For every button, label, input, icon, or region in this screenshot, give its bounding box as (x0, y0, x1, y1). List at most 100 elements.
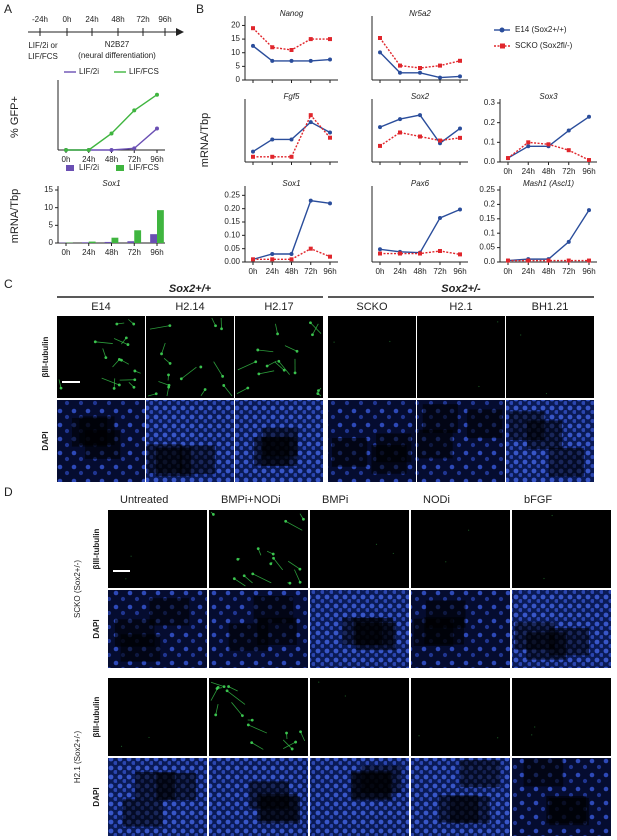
neurite (300, 731, 306, 742)
series-line (507, 116, 590, 159)
neuron (225, 689, 229, 693)
neuron (124, 336, 128, 340)
neuron (167, 383, 171, 387)
micrograph-shade (257, 793, 297, 821)
point (289, 48, 294, 52)
neurite (121, 359, 129, 365)
point (328, 37, 332, 42)
neuron (222, 685, 226, 689)
column-label: BMPi (322, 494, 348, 506)
neurite (149, 325, 170, 330)
legend-label: LIF/FCS (129, 67, 159, 76)
y-tick-label: 0.05 (224, 244, 240, 253)
neuron (375, 543, 378, 545)
x-tick-label: 72h (433, 267, 446, 276)
micrograph-shade (253, 595, 294, 624)
neuron (120, 745, 123, 747)
neuron (282, 368, 286, 372)
micrograph (417, 316, 505, 398)
point (438, 63, 442, 68)
micrograph (328, 316, 416, 398)
bar (157, 210, 164, 243)
panel-label: B (196, 2, 204, 16)
neurite (282, 739, 293, 750)
micrograph (512, 678, 611, 756)
neuron (179, 377, 183, 381)
point (86, 148, 91, 152)
x-tick-label: 0h (249, 267, 258, 276)
micrograph-shade (417, 429, 453, 459)
point (270, 58, 275, 63)
point (328, 130, 332, 135)
neuron (272, 556, 275, 560)
neurite (101, 377, 120, 386)
neuron (168, 324, 172, 328)
y-axis-label: % GFP+ (9, 96, 21, 138)
point (270, 154, 275, 159)
point (458, 135, 462, 140)
point (418, 134, 422, 139)
neuron (302, 517, 305, 521)
y-axis-label: mRNA/Tbp (9, 189, 21, 243)
timeline-text: N2B27 (105, 40, 130, 49)
neurite (113, 378, 116, 389)
neurite (278, 360, 290, 375)
timeline-label: 0h (63, 15, 72, 24)
neuron (211, 513, 215, 516)
column-label: BMPi+NODi (221, 494, 281, 506)
point (289, 137, 294, 142)
x-tick-label: 96h (582, 267, 595, 276)
neurite (284, 345, 298, 352)
point (270, 252, 275, 256)
neuron (265, 364, 269, 368)
neuron (298, 580, 302, 584)
neuron (148, 736, 150, 739)
bar (88, 241, 96, 243)
point (566, 148, 571, 153)
point (132, 146, 137, 151)
neuron (256, 348, 260, 352)
timeline-label: 72h (136, 15, 149, 24)
micrograph (108, 510, 207, 588)
y-tick-label: 0.25 (224, 190, 240, 199)
y-tick-label: 0.25 (479, 185, 495, 194)
y-tick-label: 0 (49, 238, 54, 247)
micrograph-shade (549, 797, 589, 826)
point (458, 126, 462, 131)
neurite (275, 323, 278, 334)
micrograph-shade (515, 622, 555, 650)
neurite (210, 681, 225, 688)
y-tick-label: 10 (44, 203, 53, 212)
point (566, 239, 571, 244)
bar (81, 242, 89, 243)
neuron (251, 572, 255, 576)
y-tick-label: 0.10 (224, 230, 240, 239)
neuron (214, 713, 218, 717)
neuron (203, 388, 207, 391)
micrograph-shade (548, 447, 584, 477)
neurite (243, 575, 253, 584)
series-line (507, 209, 590, 262)
x-tick-label: 48h (105, 155, 118, 164)
legend-label: LIF/FCS (129, 163, 159, 172)
neuron (222, 384, 226, 387)
y-tick-label: 0.00 (224, 257, 240, 266)
neuron (246, 386, 250, 390)
neuron (468, 529, 470, 531)
point (64, 148, 68, 152)
panel-label: C (4, 277, 13, 291)
legend-label: LIF/2i (79, 163, 99, 172)
neuron (199, 365, 203, 369)
point (587, 208, 591, 213)
neuron (104, 356, 108, 360)
neuron (299, 730, 302, 734)
x-tick-label: 48h (542, 267, 555, 276)
neurite (211, 317, 216, 326)
x-tick-label: 24h (522, 267, 535, 276)
micrograph-shade (228, 623, 269, 651)
point (155, 126, 159, 131)
neuron (254, 360, 258, 364)
chart-title: Nanog (280, 9, 304, 18)
neuron (294, 740, 298, 744)
